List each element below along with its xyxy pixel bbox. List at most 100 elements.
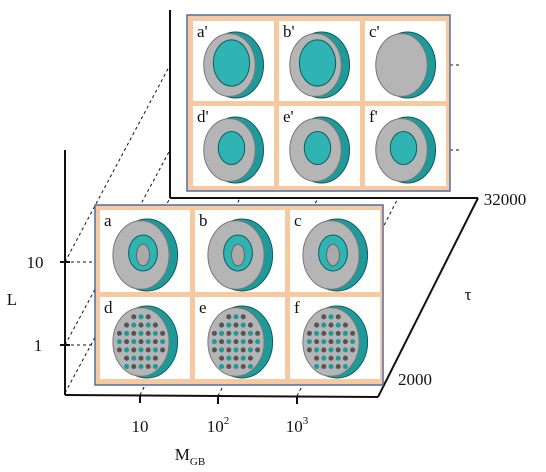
render-pore xyxy=(350,347,355,352)
render-pore xyxy=(124,331,129,336)
render-cavity xyxy=(299,40,335,86)
render-pore xyxy=(146,347,151,352)
render-pore xyxy=(314,323,319,328)
x-axis-label-sub: GB xyxy=(190,456,205,467)
render-pore xyxy=(131,364,136,369)
render-pore xyxy=(160,347,165,352)
render-pore xyxy=(124,347,129,352)
render-pore xyxy=(212,331,217,336)
render-pore xyxy=(131,331,136,336)
panel-label: d xyxy=(104,298,113,317)
render-pore xyxy=(138,339,143,344)
panel-label: e' xyxy=(283,107,294,126)
render-pore xyxy=(314,364,319,369)
x-axis-label: MGB xyxy=(175,445,205,467)
render-pore xyxy=(153,356,158,361)
render-pore xyxy=(153,347,158,352)
render-pore xyxy=(219,356,224,361)
y-tick-label: 10 xyxy=(27,253,44,272)
render-pore xyxy=(138,331,143,336)
render-pore xyxy=(241,339,246,344)
panel-label: e xyxy=(199,298,207,317)
render-pore xyxy=(124,323,129,328)
y-tick-label: 1 xyxy=(34,336,43,355)
render-pore xyxy=(321,314,326,319)
render-pore xyxy=(233,323,238,328)
render-pore xyxy=(138,323,143,328)
render-cavity xyxy=(304,132,330,165)
render-pore xyxy=(336,356,341,361)
render-pore xyxy=(233,356,238,361)
render-pore xyxy=(233,364,238,369)
figure: a'b'c'd'e'f' abcdef 10 1 L 32000 2000 τ … xyxy=(0,0,546,467)
panel-label: f xyxy=(294,298,300,317)
render-pore xyxy=(350,331,355,336)
render-pore xyxy=(343,339,348,344)
panel-label: c xyxy=(294,211,302,230)
render-pore xyxy=(314,347,319,352)
render-pore xyxy=(226,364,231,369)
render-pore xyxy=(328,323,333,328)
render-pore xyxy=(328,314,333,319)
render-pore xyxy=(343,364,348,369)
render-pore xyxy=(343,356,348,361)
render-pore xyxy=(138,364,143,369)
render-pore xyxy=(219,331,224,336)
x-tick-label: 10 xyxy=(132,417,149,436)
render-pore xyxy=(255,339,260,344)
x-tick-base: 10 xyxy=(207,417,224,436)
render-pore xyxy=(226,314,231,319)
render-pore xyxy=(328,347,333,352)
render-pore xyxy=(131,339,136,344)
render-core xyxy=(137,244,150,266)
render-pore xyxy=(153,339,158,344)
render-pore xyxy=(219,339,224,344)
render-pore xyxy=(314,339,319,344)
render-pore xyxy=(314,331,319,336)
render-pore xyxy=(226,347,231,352)
panel-label: b xyxy=(199,211,208,230)
render-pore xyxy=(138,314,143,319)
render-pore xyxy=(321,364,326,369)
render-pore xyxy=(226,323,231,328)
x-tick-base: 10 xyxy=(286,417,303,436)
back-panel: a'b'c'd'e'f' xyxy=(187,15,450,191)
render-pore xyxy=(124,364,129,369)
render-pore xyxy=(241,331,246,336)
render-pore xyxy=(314,356,319,361)
render-pore xyxy=(131,314,136,319)
render-pore xyxy=(146,339,151,344)
render-pore xyxy=(233,331,238,336)
render-pore xyxy=(146,331,151,336)
x-tick-label: 102 xyxy=(207,415,230,436)
render-cavity xyxy=(218,132,244,165)
render-pore xyxy=(226,339,231,344)
render-pore xyxy=(343,331,348,336)
render-pore xyxy=(336,314,341,319)
render-pore xyxy=(226,331,231,336)
x-tick-label: 103 xyxy=(286,415,309,436)
render-pore xyxy=(131,347,136,352)
render-cavity xyxy=(213,40,249,86)
render-pore xyxy=(153,364,158,369)
render-pore xyxy=(233,347,238,352)
render-pore xyxy=(146,323,151,328)
render-pore xyxy=(124,356,129,361)
panel-label: d' xyxy=(197,107,209,126)
y-axis-label: L xyxy=(7,290,17,309)
render-pore xyxy=(248,347,253,352)
render-pore xyxy=(321,323,326,328)
render-core xyxy=(232,244,245,266)
render-pore xyxy=(248,339,253,344)
x-axis-label-main: M xyxy=(175,445,190,464)
panel-label: f' xyxy=(369,107,378,126)
render-core xyxy=(327,244,340,266)
render-pore xyxy=(146,356,151,361)
render-pore xyxy=(241,314,246,319)
render-pore xyxy=(248,323,253,328)
render-pore xyxy=(219,347,224,352)
render-pore xyxy=(241,356,246,361)
render-pore xyxy=(117,339,122,344)
z-tick-label: 32000 xyxy=(484,190,527,209)
